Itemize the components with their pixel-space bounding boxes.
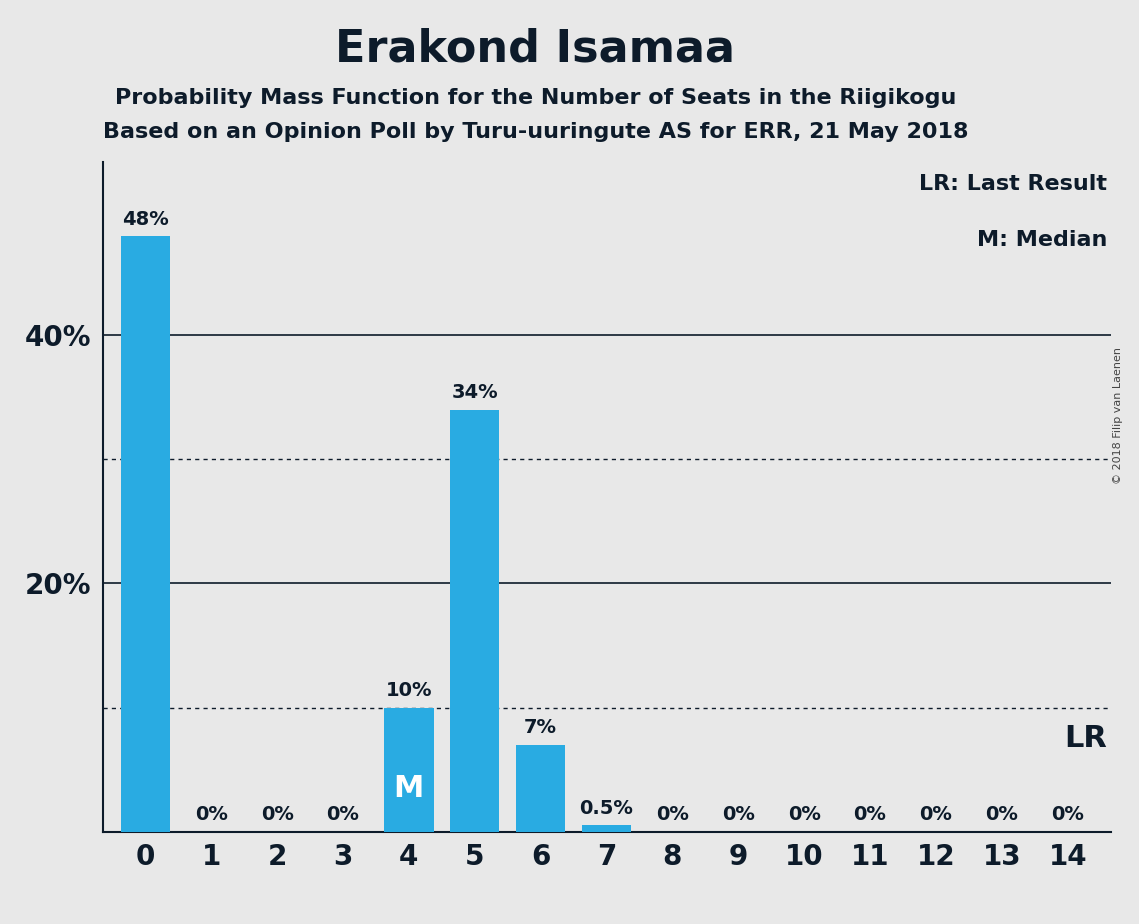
Text: M: M [394,773,424,803]
Bar [121,237,170,832]
Text: 0%: 0% [985,805,1018,824]
Bar [582,825,631,832]
Text: Based on an Opinion Poll by Turu-uuringute AS for ERR, 21 May 2018: Based on an Opinion Poll by Turu-uuringu… [103,122,968,142]
Text: 0%: 0% [788,805,820,824]
Text: 0%: 0% [853,805,886,824]
Text: LR: LR [1064,724,1107,753]
Text: 7%: 7% [524,718,557,737]
Bar [516,745,565,832]
Text: 0%: 0% [919,805,952,824]
Text: 0%: 0% [656,805,689,824]
Text: © 2018 Filip van Laenen: © 2018 Filip van Laenen [1114,347,1123,484]
Text: 0%: 0% [195,805,228,824]
Bar [384,708,434,832]
Text: 10%: 10% [386,681,432,700]
Text: Probability Mass Function for the Number of Seats in the Riigikogu: Probability Mass Function for the Number… [115,88,956,108]
Text: 0.5%: 0.5% [580,799,633,818]
Text: LR: Last Result: LR: Last Result [919,174,1107,194]
Text: M: Median: M: Median [977,230,1107,249]
Bar [450,410,500,832]
Text: 48%: 48% [122,210,169,229]
Text: 0%: 0% [1051,805,1084,824]
Text: 0%: 0% [261,805,294,824]
Text: 34%: 34% [451,383,498,402]
Text: 0%: 0% [327,805,360,824]
Text: Erakond Isamaa: Erakond Isamaa [335,28,736,71]
Text: 0%: 0% [722,805,755,824]
